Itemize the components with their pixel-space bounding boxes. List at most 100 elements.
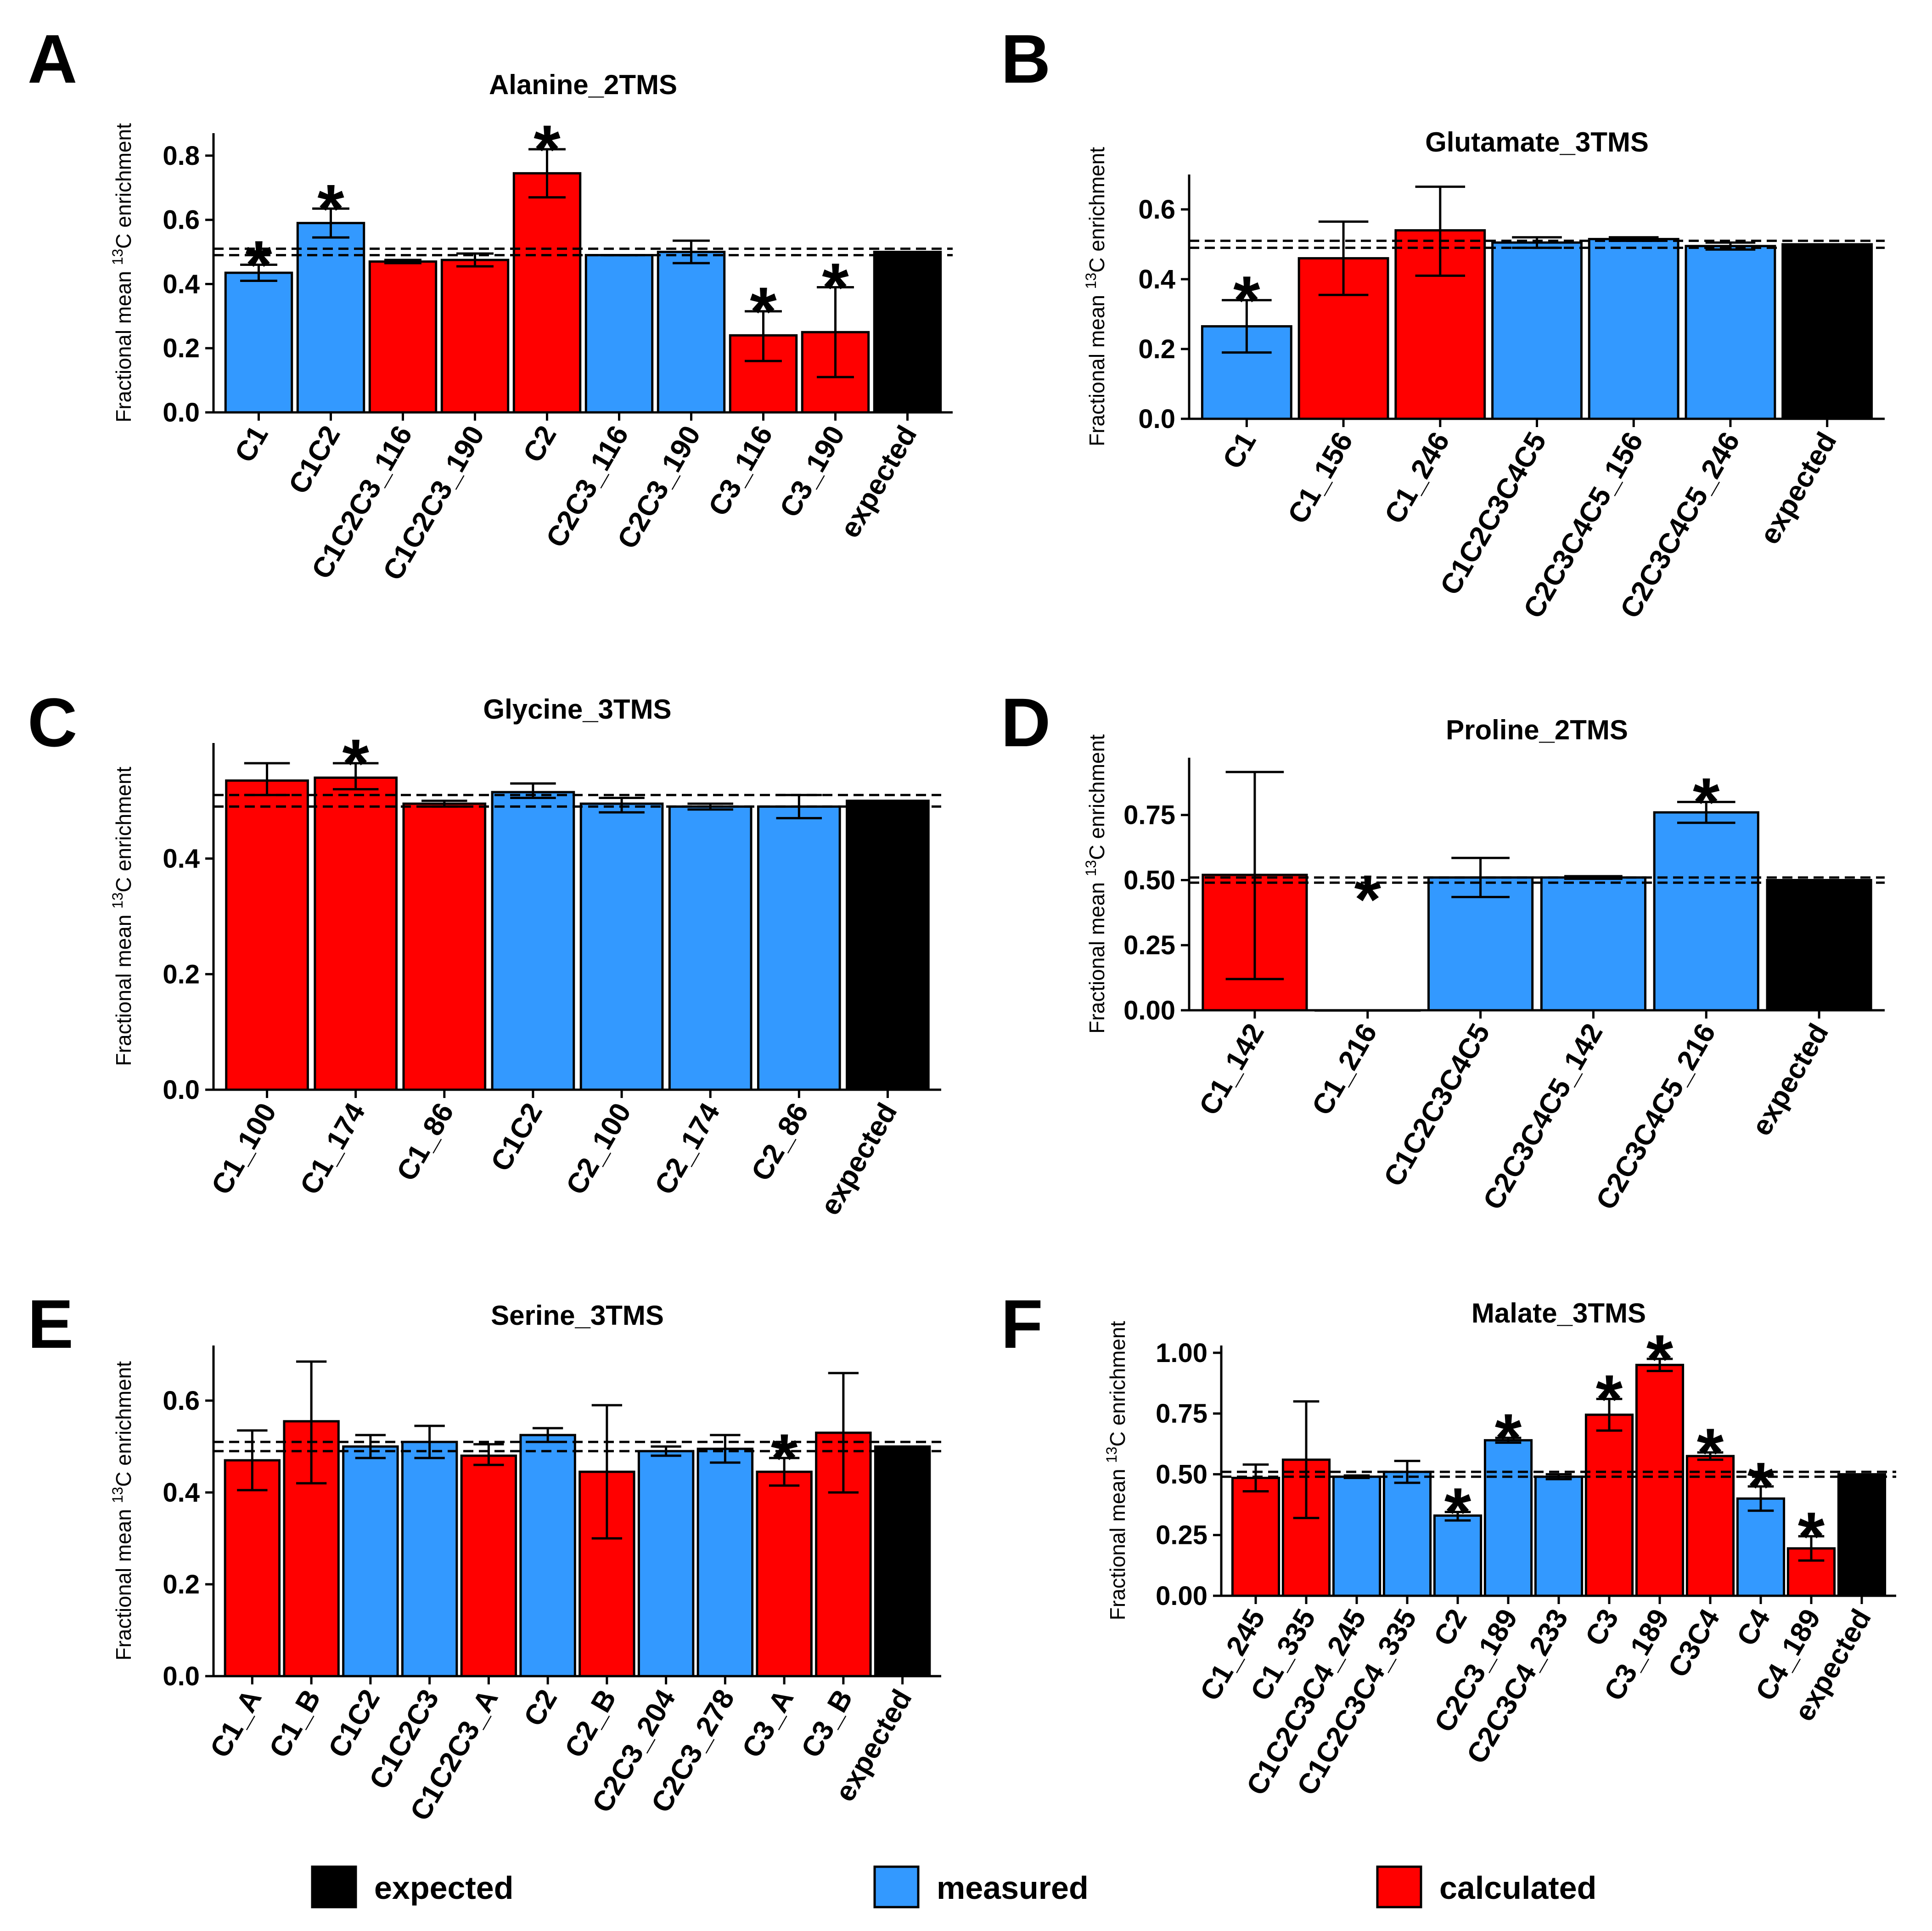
- panel-b: B Glutamate_3TMS * 0.0 0.2 0.4 0.6 C1 C1_156 C1_2…: [1001, 20, 1885, 624]
- bar-c1c2: [491, 791, 575, 1091]
- bar-c1c2c3c4_335: [1382, 1470, 1432, 1597]
- legend-swatch-calculated: [1376, 1865, 1422, 1908]
- x-tick-label: C1_142: [1193, 1019, 1270, 1121]
- panel-c: C Glycine_3TMS * 0.0 0.2 0.4 C1_100 C1_174 C1_86…: [28, 684, 941, 1221]
- bar-c1_86: [402, 802, 487, 1091]
- x-tick-label: C1_A: [204, 1684, 268, 1763]
- y-tick-label: 0.8: [163, 141, 200, 171]
- y-tick-label: 0.0: [163, 398, 200, 428]
- significance-marker: *: [1646, 1320, 1674, 1397]
- bar-c3c4: [1685, 1455, 1735, 1597]
- panel-d: D Proline_2TMS * * 0.00 0.25 0.50 0.75 C1_142 C1_…: [1001, 684, 1885, 1215]
- x-tick-label: C2: [517, 421, 562, 468]
- legend: expected measured calculated: [311, 1865, 1596, 1908]
- significance-marker: *: [750, 273, 777, 350]
- bar-expected: [1781, 243, 1873, 420]
- y-axis-label: Fractional mean 13C enrichment: [1083, 734, 1109, 1034]
- x-tick-label: C2: [1428, 1604, 1473, 1651]
- y-tick-label: 0.4: [163, 844, 200, 874]
- y-axis-label: Fractional mean 13C enrichment: [109, 766, 135, 1066]
- bar-c2c3_190: [657, 251, 726, 414]
- significance-marker: *: [343, 725, 370, 802]
- bar-c2_174: [668, 805, 753, 1091]
- significance-marker: *: [771, 1419, 798, 1497]
- x-tick-label: expected: [1746, 1018, 1835, 1141]
- y-tick-label: 0.00: [1156, 1581, 1208, 1611]
- y-tick-label: 0.50: [1123, 865, 1175, 895]
- panel-letter: F: [1001, 1285, 1043, 1362]
- legend-label-calculated: calculated: [1439, 1870, 1596, 1906]
- legend-label-expected: expected: [374, 1870, 513, 1906]
- x-tick-label: C1_156: [1282, 427, 1359, 529]
- y-tick-label: 0.75: [1156, 1399, 1208, 1429]
- y-axis-label: Fractional mean 13C enrichment: [109, 1361, 135, 1661]
- bar-c1c2: [342, 1445, 399, 1678]
- chart-title: Malate_3TMS: [1471, 1298, 1646, 1329]
- panel-e: E Serine_3TMS*0.00.20.40.6C1_AC1_BC1C2C1C…: [28, 1285, 941, 1826]
- x-tick-label: C2_100: [560, 1098, 637, 1200]
- y-tick-label: 0.6: [1138, 195, 1175, 225]
- bar-c2_b: [578, 1470, 635, 1678]
- bar-c1_a: [224, 1459, 281, 1678]
- significance-marker: *: [1697, 1414, 1724, 1491]
- bar-c2c3_116: [584, 254, 654, 414]
- y-tick-label: 0.00: [1123, 996, 1175, 1025]
- x-tick-label: C1_B: [263, 1684, 327, 1763]
- bar-c1c2c3c4c5: [1491, 241, 1583, 420]
- significance-marker: *: [1693, 763, 1720, 840]
- bar-c1c2c3_190: [440, 259, 510, 414]
- panel-a: A Alanine_2TMS * * * * * 0.0 0.2 0.4 0.6 0.8 C1 C1C2 C…: [28, 20, 953, 585]
- bar-c2: [512, 172, 582, 414]
- y-tick-label: 0.4: [163, 1478, 200, 1508]
- x-tick-label: C1_174: [294, 1098, 371, 1200]
- chart-title: Proline_2TMS: [1446, 715, 1628, 745]
- bar-c2_100: [579, 802, 664, 1091]
- bar-c1c2c3c4_245: [1332, 1475, 1382, 1597]
- x-tick-label: C2: [518, 1684, 563, 1732]
- panel-letter: A: [28, 20, 77, 97]
- y-axis-label: Fractional mean 13C enrichment: [1083, 147, 1109, 446]
- x-tick-label: C1C2C3C4C5: [1434, 427, 1553, 601]
- significance-marker: *: [1354, 861, 1382, 938]
- y-axis-label: Fractional mean 13C enrichment: [109, 123, 135, 422]
- chart-title: Glycine_3TMS: [483, 694, 671, 725]
- x-tick-label: C1C2: [322, 1684, 386, 1763]
- x-tick-label: C1: [229, 421, 274, 468]
- y-tick-label: 1.00: [1156, 1338, 1208, 1368]
- x-tick-label: C3_A: [736, 1684, 800, 1763]
- bar-expected: [846, 799, 930, 1091]
- significance-marker: *: [1747, 1448, 1775, 1525]
- y-tick-label: 0.75: [1123, 800, 1175, 830]
- x-tick-label: C2_86: [745, 1098, 814, 1187]
- x-tick-label: C2C3C4C5_142: [1477, 1019, 1609, 1216]
- y-tick-label: 0.25: [1156, 1520, 1208, 1550]
- significance-marker: *: [1596, 1360, 1623, 1437]
- y-tick-label: 0.2: [163, 333, 200, 363]
- x-tick-label: C3: [1579, 1604, 1625, 1651]
- y-tick-label: 0.2: [163, 959, 200, 989]
- x-tick-label: C1_100: [205, 1098, 282, 1200]
- bar-expected: [873, 251, 942, 414]
- panel-letter: C: [28, 684, 77, 761]
- y-tick-label: 0.2: [1138, 334, 1175, 364]
- x-tick-label: C1: [1217, 427, 1262, 474]
- x-tick-label: C3_190: [774, 421, 851, 523]
- bar-expected: [1766, 878, 1872, 1012]
- panels: A Alanine_2TMS**** *0.00.20.40.60.8C1 C1C2C…: [28, 20, 1896, 1826]
- legend-label-measured: measured: [937, 1870, 1089, 1906]
- bar-c4: [1736, 1497, 1786, 1597]
- x-tick-label: C1_86: [391, 1098, 460, 1187]
- bar-c1_100: [225, 779, 309, 1091]
- bar-c2c3c4c5_246: [1685, 245, 1776, 420]
- bar-c2c3_278: [696, 1447, 754, 1678]
- x-tick-label: expected: [1754, 427, 1843, 549]
- bar-c1c2: [296, 222, 365, 414]
- y-tick-label: 0.6: [163, 205, 200, 235]
- bar-c1: [224, 271, 293, 414]
- y-tick-label: 0.6: [163, 1386, 200, 1416]
- y-tick-label: 0.50: [1156, 1459, 1208, 1489]
- bar-c2_86: [757, 805, 841, 1091]
- bar-expected: [1837, 1473, 1887, 1597]
- x-tick-label: C1_216: [1306, 1019, 1383, 1121]
